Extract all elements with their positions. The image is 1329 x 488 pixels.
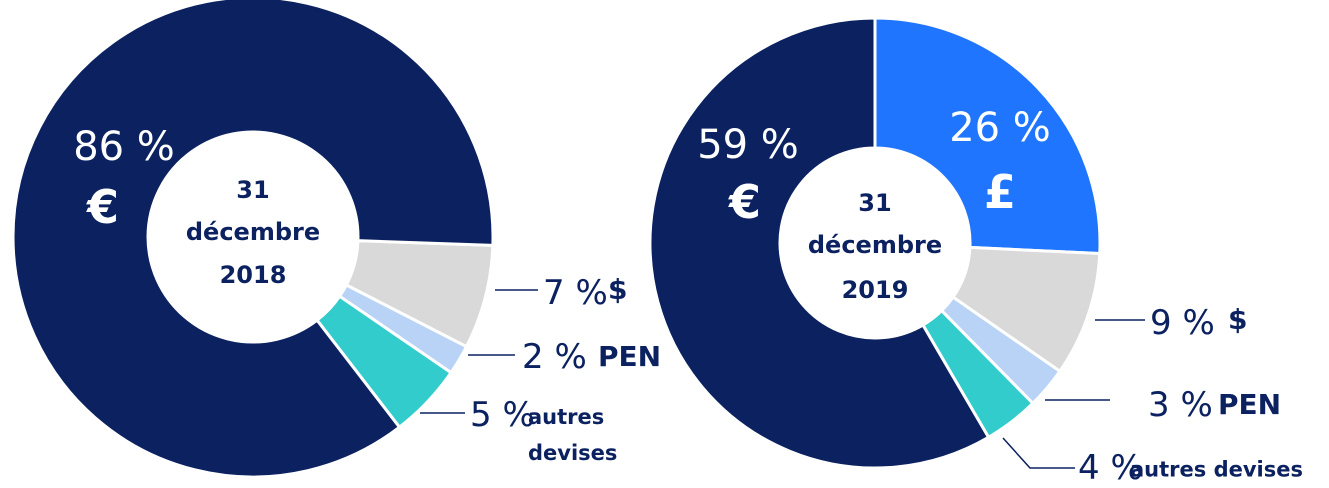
center-label: 31 bbox=[236, 176, 270, 204]
center-label: décembre bbox=[807, 231, 943, 259]
value-label: 86 % bbox=[73, 124, 175, 170]
value-label: 7 % bbox=[543, 273, 608, 313]
value-label: 9 % bbox=[1150, 303, 1215, 343]
leader-line bbox=[1002, 437, 1075, 469]
value-label: 5 % bbox=[470, 395, 535, 435]
center-label: décembre bbox=[185, 218, 321, 246]
category-label: $ bbox=[608, 273, 628, 306]
value-label: 3 % bbox=[1148, 385, 1213, 425]
category-label: $ bbox=[1228, 303, 1248, 336]
category-label: £ bbox=[983, 165, 1017, 219]
slice bbox=[648, 16, 991, 470]
category-label: € bbox=[86, 180, 120, 234]
value-label: 59 % bbox=[697, 122, 799, 168]
value-label: 4 % bbox=[1078, 448, 1143, 488]
center-label: 31 bbox=[858, 189, 892, 217]
center-label: 2018 bbox=[219, 261, 287, 289]
category-label: autres devises bbox=[528, 405, 618, 465]
category-label: autres devises bbox=[1130, 457, 1303, 482]
center-label: 2019 bbox=[841, 276, 909, 304]
value-label: 26 % bbox=[949, 105, 1051, 151]
category-label: € bbox=[728, 175, 762, 229]
slice bbox=[11, 0, 495, 479]
category-label: PEN bbox=[1218, 388, 1282, 421]
value-label: 2 % bbox=[522, 337, 587, 377]
category-label: PEN bbox=[598, 340, 662, 373]
slice bbox=[873, 16, 1102, 256]
